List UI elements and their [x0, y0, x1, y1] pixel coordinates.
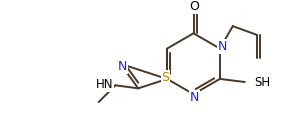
Text: HN: HN [96, 78, 114, 91]
Text: O: O [189, 0, 199, 13]
Text: N: N [117, 60, 127, 73]
Text: S: S [161, 71, 169, 84]
Text: SH: SH [254, 76, 271, 89]
Text: N: N [218, 40, 227, 53]
Text: N: N [190, 91, 199, 103]
